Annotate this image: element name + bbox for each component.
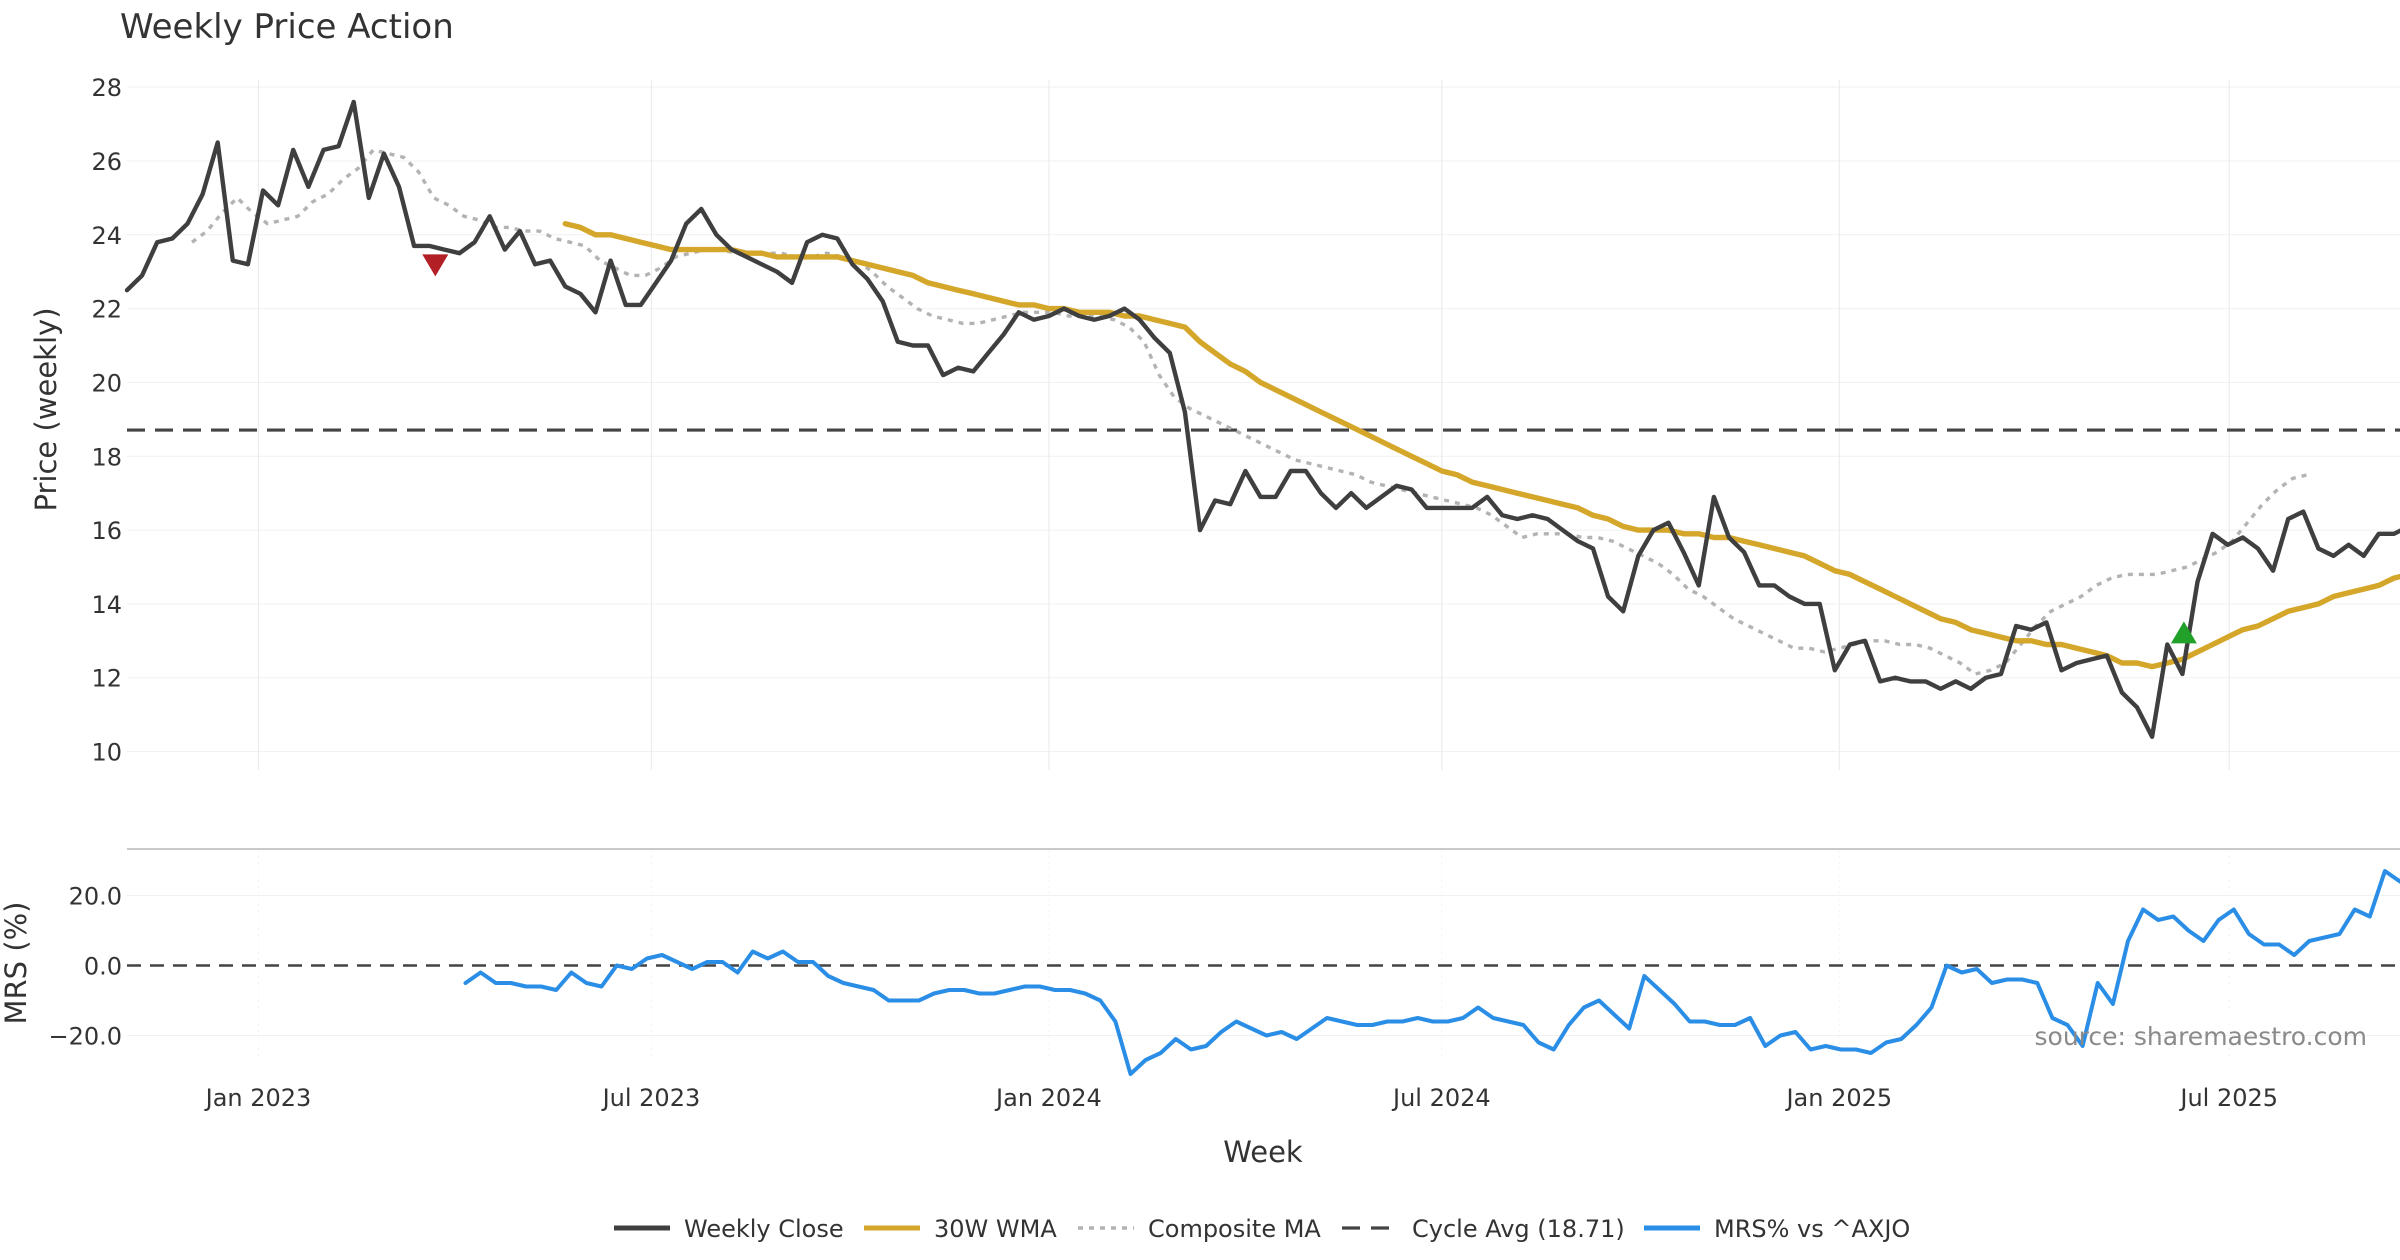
- price-y-tick-label: 24: [91, 222, 122, 250]
- chart-title: Weekly Price Action: [120, 7, 454, 47]
- x-axis-label: Week: [1223, 1135, 1303, 1169]
- price-y-tick-label: 16: [91, 517, 122, 545]
- price-y-tick-label: 18: [91, 443, 122, 471]
- composite-ma-line: [190, 148, 2309, 676]
- mrs-y-tick-label: 20.0: [69, 883, 122, 911]
- chart-legend: Weekly Close 30W WMA Composite MA Cycle Avg…: [614, 1215, 1910, 1243]
- x-tick-label: Jul 2024: [1391, 1084, 1491, 1112]
- mrs-y-axis-label: MRS (%): [0, 902, 33, 1025]
- sell-signal-marker: [422, 254, 449, 277]
- mrs-line: [463, 869, 2400, 1076]
- legend-label: 30W WMA: [934, 1215, 1057, 1243]
- legend-label: Composite MA: [1148, 1215, 1321, 1243]
- mrs-y-tick-label: 0.0: [84, 953, 122, 981]
- price-y-tick-label: 14: [91, 591, 122, 619]
- x-tick-label: Jul 2025: [2178, 1084, 2278, 1112]
- mrs-y-ticks: 20.0 0.0 −20.0: [48, 883, 122, 1051]
- price-y-tick-label: 28: [91, 74, 122, 102]
- wma-30w-line: [562, 220, 2400, 670]
- signal-markers: [422, 254, 2197, 644]
- legend-label: Cycle Avg (18.71): [1412, 1215, 1625, 1243]
- price-y-ticks: 10 12 14 16 18 20 22 24 26 28: [91, 74, 122, 766]
- legend-label: Weekly Close: [684, 1215, 844, 1243]
- price-y-tick-label: 22: [91, 296, 122, 324]
- price-series-group: [124, 99, 2400, 739]
- source-attribution: source: sharemaestro.com: [2035, 1022, 2368, 1051]
- x-tick-label: Jan 2024: [994, 1084, 1102, 1112]
- weekly-close-line: [124, 99, 2400, 739]
- price-y-tick-label: 12: [91, 665, 122, 693]
- x-axis-ticks: Jan 2023 Jul 2023 Jan 2024 Jul 2024 Jan 2025…: [204, 1084, 2278, 1112]
- x-tick-label: Jan 2025: [1784, 1084, 1892, 1112]
- price-y-tick-label: 26: [91, 148, 122, 176]
- price-y-tick-label: 20: [91, 369, 122, 397]
- x-tick-label: Jan 2023: [204, 1084, 312, 1112]
- price-y-axis-label: Price (weekly): [29, 307, 63, 511]
- legend-label: MRS% vs ^AXJO: [1714, 1215, 1910, 1243]
- mrs-y-tick-label: −20.0: [48, 1023, 122, 1051]
- mrs-series-group: [463, 869, 2400, 1076]
- buy-signal-marker: [2170, 621, 2197, 644]
- x-tick-label: Jul 2023: [601, 1084, 701, 1112]
- price-y-tick-label: 10: [91, 739, 122, 767]
